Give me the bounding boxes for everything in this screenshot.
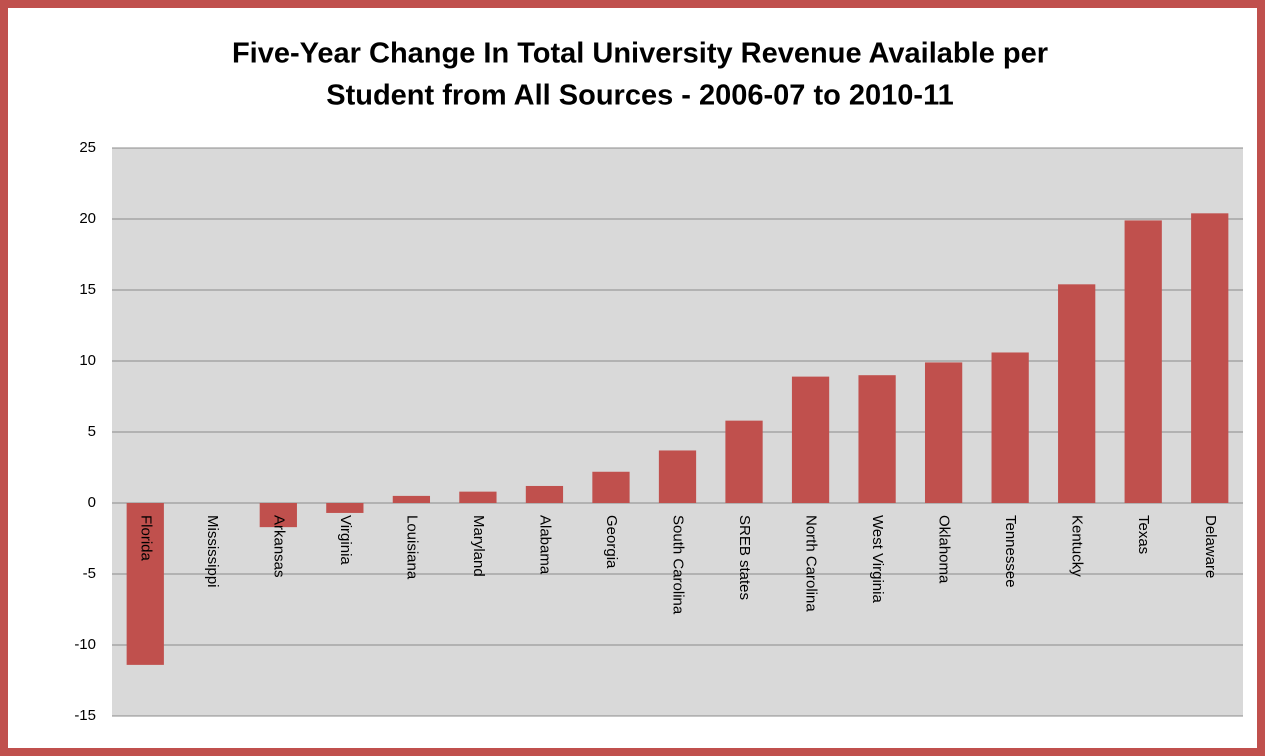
y-tick-label: 0	[88, 494, 96, 511]
bar	[1191, 213, 1229, 503]
chart-title: Student from All Sources - 2006-07 to 20…	[326, 80, 953, 112]
bar	[791, 376, 830, 503]
x-tick-label: West Virginia	[869, 515, 886, 603]
x-tick-label: Delaware	[1202, 515, 1219, 578]
y-tick-label: 25	[79, 139, 96, 156]
x-tick-label: Alabama	[536, 515, 553, 575]
y-tick-label: 15	[79, 281, 96, 298]
bar	[858, 375, 896, 503]
bar	[326, 503, 364, 513]
y-tick-label: -10	[74, 636, 96, 653]
bar	[126, 503, 164, 665]
chart-title: Five-Year Change In Total University Rev…	[232, 38, 1048, 70]
x-tick-label: Oklahoma	[936, 515, 953, 584]
bar	[1058, 284, 1096, 503]
x-tick-label: Florida	[137, 515, 154, 562]
x-tick-label: Louisiana	[403, 515, 420, 580]
y-tick-label: -15	[74, 707, 96, 724]
x-tick-label: Arkansas	[270, 515, 287, 578]
x-tick-label: Texas	[1135, 515, 1152, 554]
x-tick-label: Kentucky	[1069, 515, 1086, 577]
x-tick-label: Tennessee	[1002, 515, 1019, 588]
bar	[459, 491, 497, 503]
bar	[991, 352, 1029, 503]
y-tick-label: 10	[79, 352, 96, 369]
bar	[924, 362, 963, 503]
bar	[658, 450, 697, 503]
y-tick-label: 5	[88, 423, 96, 440]
x-tick-label: Mississippi	[204, 515, 221, 588]
x-tick-label: South Carolina	[670, 515, 687, 615]
x-tick-label: Georgia	[603, 515, 620, 569]
x-tick-label: SREB states	[736, 515, 753, 600]
bar	[525, 485, 564, 503]
bar	[1124, 220, 1162, 504]
x-tick-label: Maryland	[470, 515, 487, 577]
x-tick-label: Virginia	[337, 515, 354, 565]
y-tick-label: 20	[79, 210, 96, 227]
y-tick-label: -5	[83, 565, 96, 582]
bar	[725, 420, 763, 503]
bar	[259, 503, 297, 528]
bar	[392, 495, 431, 503]
x-tick-label: North Carolina	[803, 515, 820, 612]
bar	[592, 471, 630, 503]
